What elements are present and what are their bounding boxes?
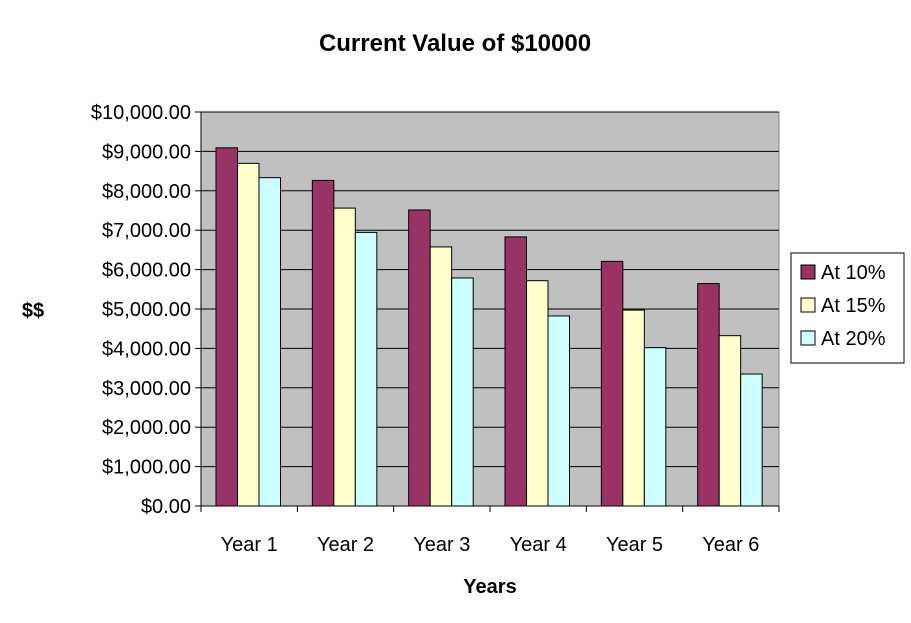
y-axis-title: $$ <box>22 300 44 322</box>
bar <box>547 315 570 507</box>
bar <box>697 283 720 507</box>
bar <box>718 335 742 507</box>
x-tick-label: Year 3 <box>413 534 470 556</box>
y-tick-label: $5,000.00 <box>102 299 191 321</box>
x-tick-label: Year 5 <box>606 534 663 556</box>
gridlines <box>201 111 779 468</box>
y-tick-label: $9,000.00 <box>102 141 191 163</box>
legend-label: At 10% <box>821 262 886 284</box>
bar <box>643 347 667 507</box>
x-axis: Year 1 Year 2 Year 3 Year 4 Year 5 Year 6 <box>200 505 780 556</box>
bar <box>526 280 549 507</box>
bar <box>237 162 260 507</box>
bar <box>408 209 431 507</box>
bar <box>311 179 335 507</box>
bar <box>429 246 453 507</box>
bar <box>622 309 645 507</box>
y-tick-label: $10,000.00 <box>91 102 191 124</box>
legend-swatch <box>800 330 816 346</box>
chart-title: Current Value of $10000 <box>319 30 591 57</box>
bar <box>504 236 527 507</box>
y-tick-label: $2,000.00 <box>102 417 191 439</box>
y-tick-label: $3,000.00 <box>102 378 191 400</box>
x-tick-label: Year 2 <box>317 534 374 556</box>
legend-label: At 15% <box>821 295 886 317</box>
legend-label: At 20% <box>821 328 886 350</box>
x-tick-label: Year 6 <box>702 534 759 556</box>
y-axis: $0.00 $1,000.00 $2,000.00 $3,000.00 $4,000.0… <box>91 102 202 518</box>
bar <box>600 260 624 507</box>
legend-swatch <box>800 264 816 280</box>
legend-swatch <box>800 297 816 313</box>
y-tick-label: $1,000.00 <box>102 457 191 479</box>
bar <box>451 277 474 507</box>
bar <box>258 177 281 507</box>
bar <box>215 147 238 507</box>
y-tick-label: $6,000.00 <box>102 260 191 282</box>
bar <box>333 207 356 507</box>
legend: At 10% At 15% At 20% <box>790 252 905 364</box>
y-tick-label: $4,000.00 <box>102 338 191 360</box>
y-tick-label: $7,000.00 <box>102 220 191 242</box>
bar <box>354 231 378 507</box>
bar <box>740 373 763 507</box>
x-tick-label: Year 1 <box>221 534 278 556</box>
bars <box>215 147 763 507</box>
y-tick-label: $8,000.00 <box>102 181 191 203</box>
x-tick-label: Year 4 <box>510 534 567 556</box>
x-axis-title: Years <box>463 576 516 598</box>
y-tick-label: $0.00 <box>141 496 191 518</box>
